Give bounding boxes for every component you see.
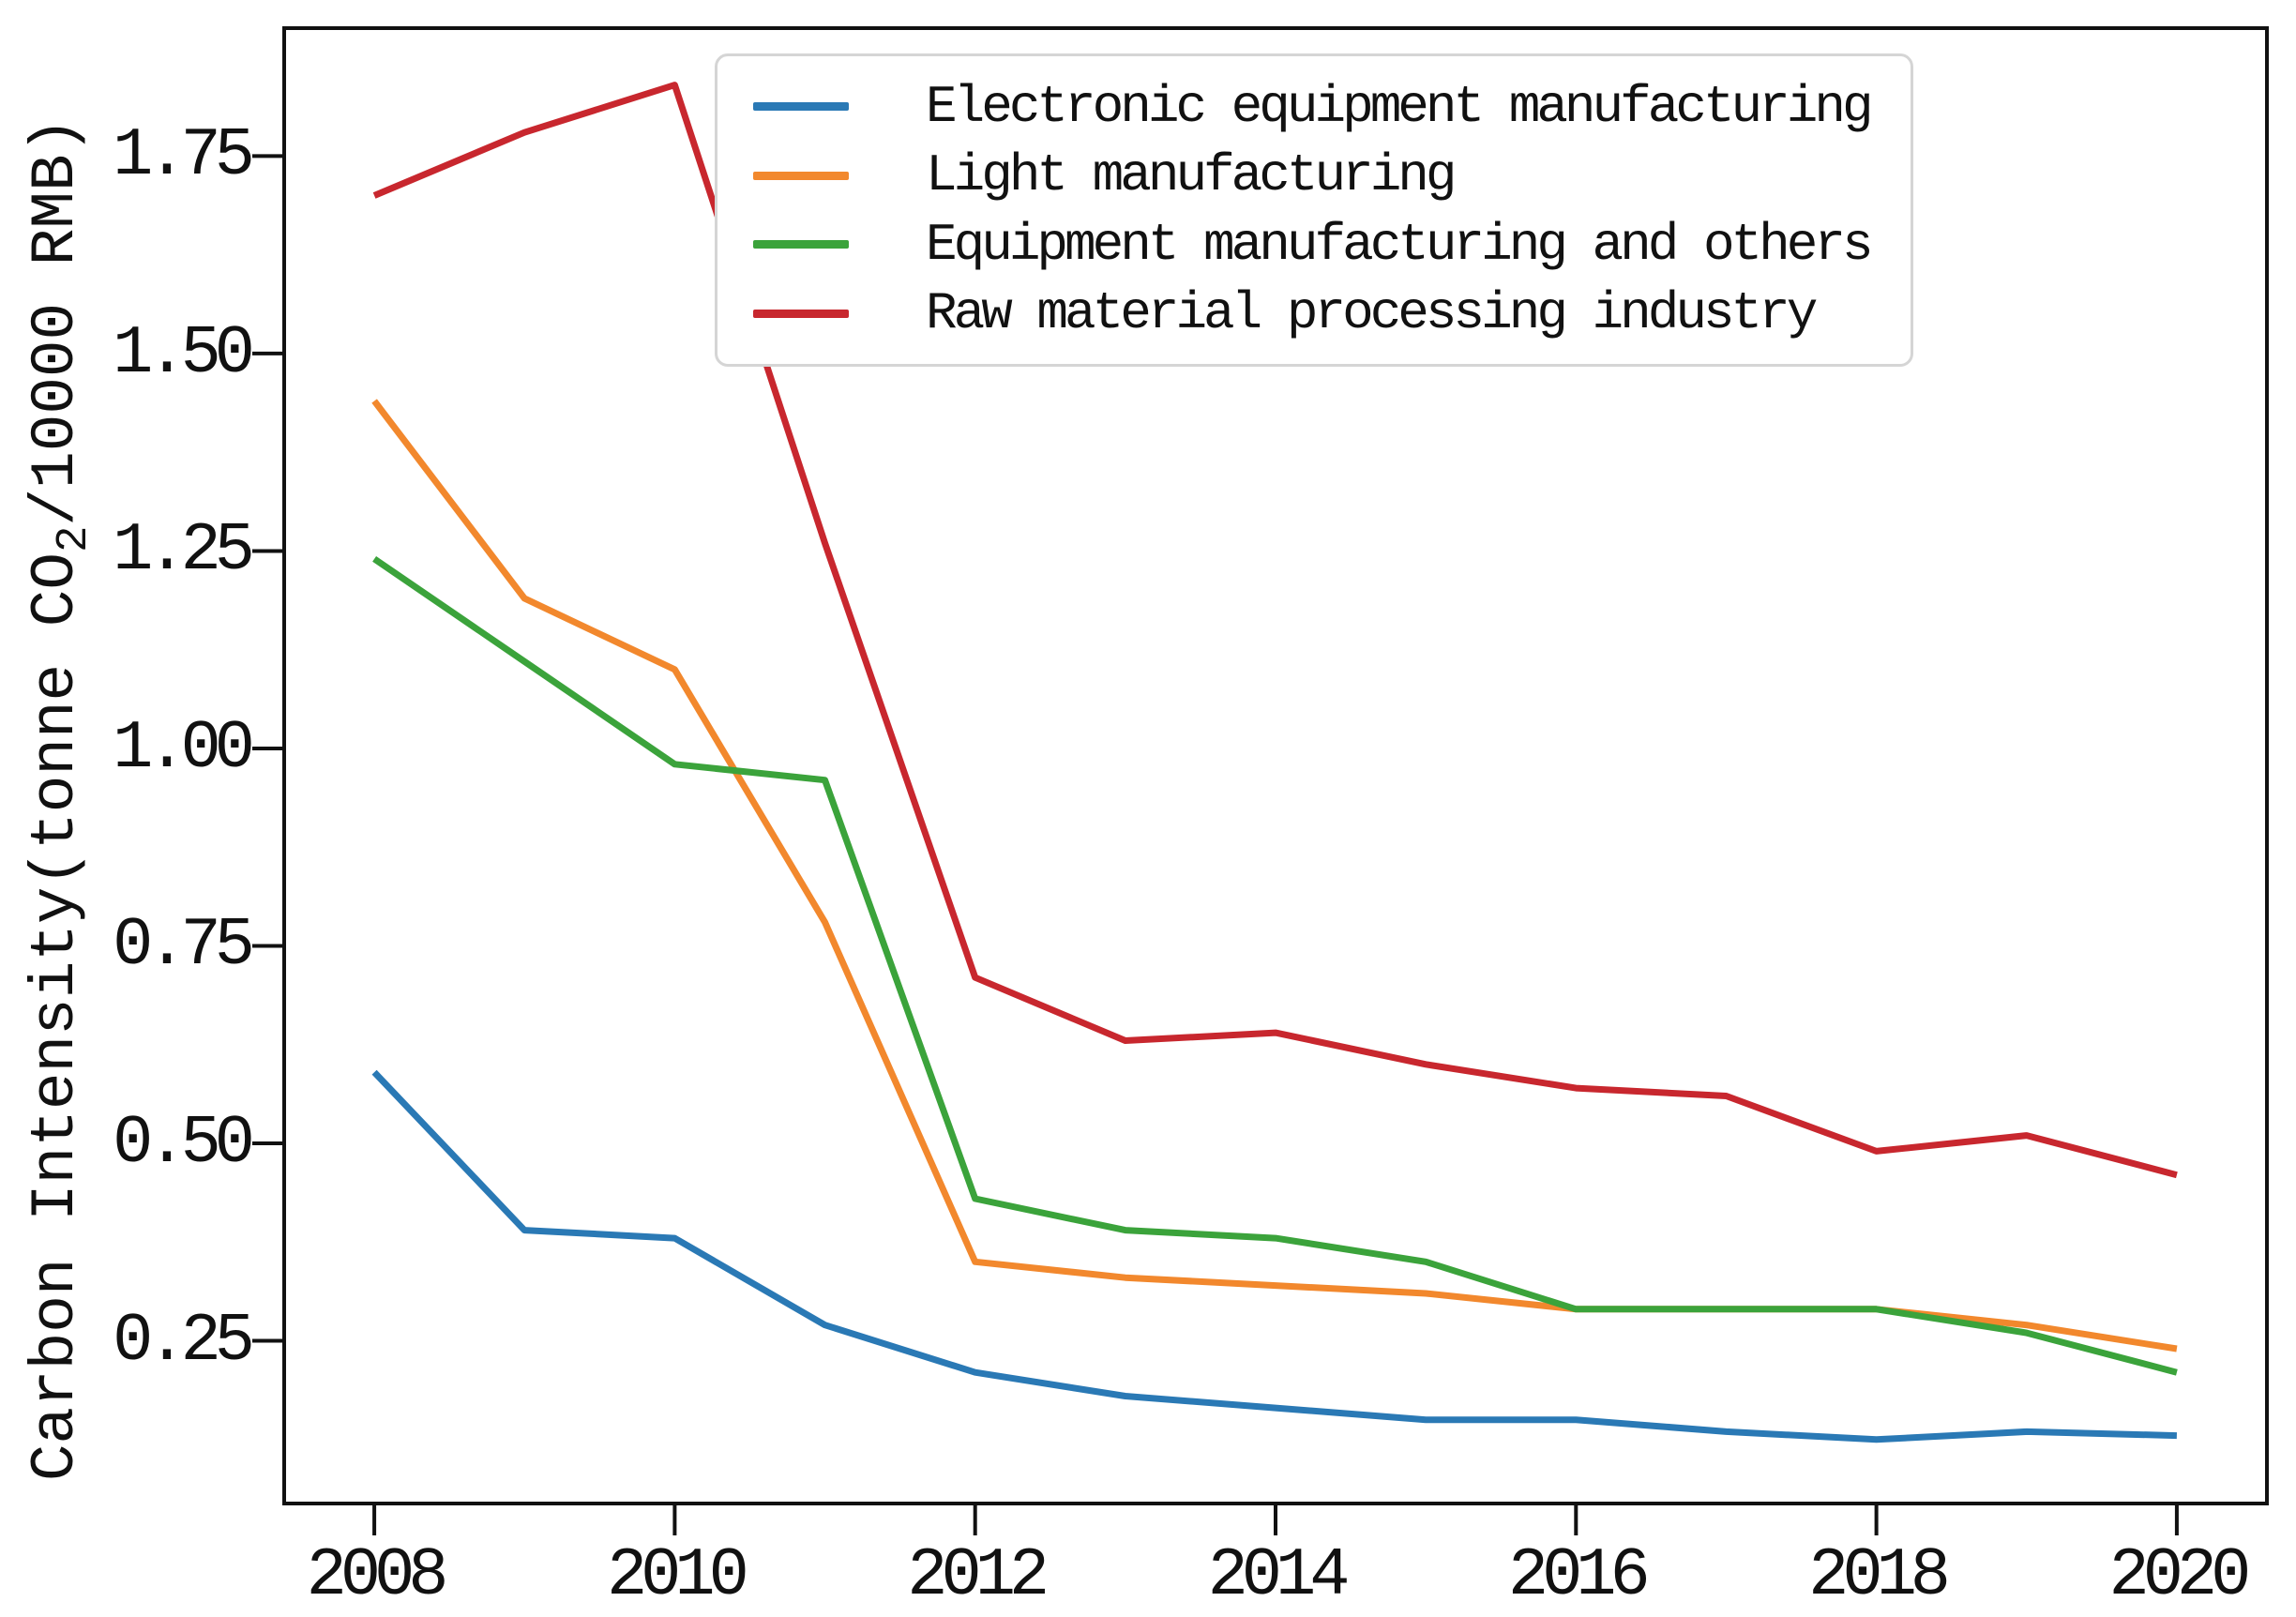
x-tick-label: 2010 (606, 1537, 749, 1614)
x-tick-label: 2018 (1808, 1537, 1951, 1614)
legend-item-equipment-manufacturing-and-others: Equipment manufacturing and others (753, 219, 1901, 271)
legend-item-raw-material-processing-industry: Raw material processing industry (753, 287, 1901, 340)
legend-item-label: Electronic equipment manufacturing (926, 76, 1874, 137)
legend-swatch-line (753, 102, 849, 112)
y-tick-label: 1.50 (113, 314, 255, 392)
y-tick-label: 1.75 (113, 117, 255, 195)
legend: Electronic equipment manufacturing Light … (715, 53, 1913, 367)
series-line-light-manufacturing (371, 399, 2178, 1353)
x-tick-label: 2016 (1507, 1537, 1651, 1614)
legend-swatch-line (753, 309, 849, 318)
y-tick-label: 1.00 (113, 709, 255, 787)
legend-item-light-manufacturing: Light manufacturing (753, 149, 1901, 202)
legend-swatch-line (753, 240, 849, 249)
y-tick-label: 0.50 (113, 1105, 255, 1182)
legend-item-label: Light manufacturing (926, 145, 1458, 206)
legend-item-label: Raw material processing industry (926, 283, 1818, 344)
series-line-equipment-manufacturing-and-others (372, 556, 2178, 1376)
y-tick-label: 0.75 (113, 907, 255, 985)
y-tick-label: 1.25 (113, 512, 255, 590)
legend-item-label: Equipment manufacturing and others (926, 214, 1874, 275)
legend-swatch-line (753, 171, 849, 180)
x-tick-label: 2008 (306, 1537, 449, 1614)
x-tick-label: 2012 (907, 1537, 1050, 1614)
x-tick-label: 2020 (2108, 1537, 2251, 1614)
series-line-raw-material-processing-industry (372, 82, 2178, 1179)
x-tick-label: 2014 (1207, 1537, 1351, 1614)
series-line-electronic-equipment-manufacturing (371, 1069, 2177, 1443)
legend-item-electronic-equipment-manufacturing: Electronic equipment manufacturing (753, 81, 1901, 133)
y-tick-label: 0.25 (113, 1302, 255, 1380)
